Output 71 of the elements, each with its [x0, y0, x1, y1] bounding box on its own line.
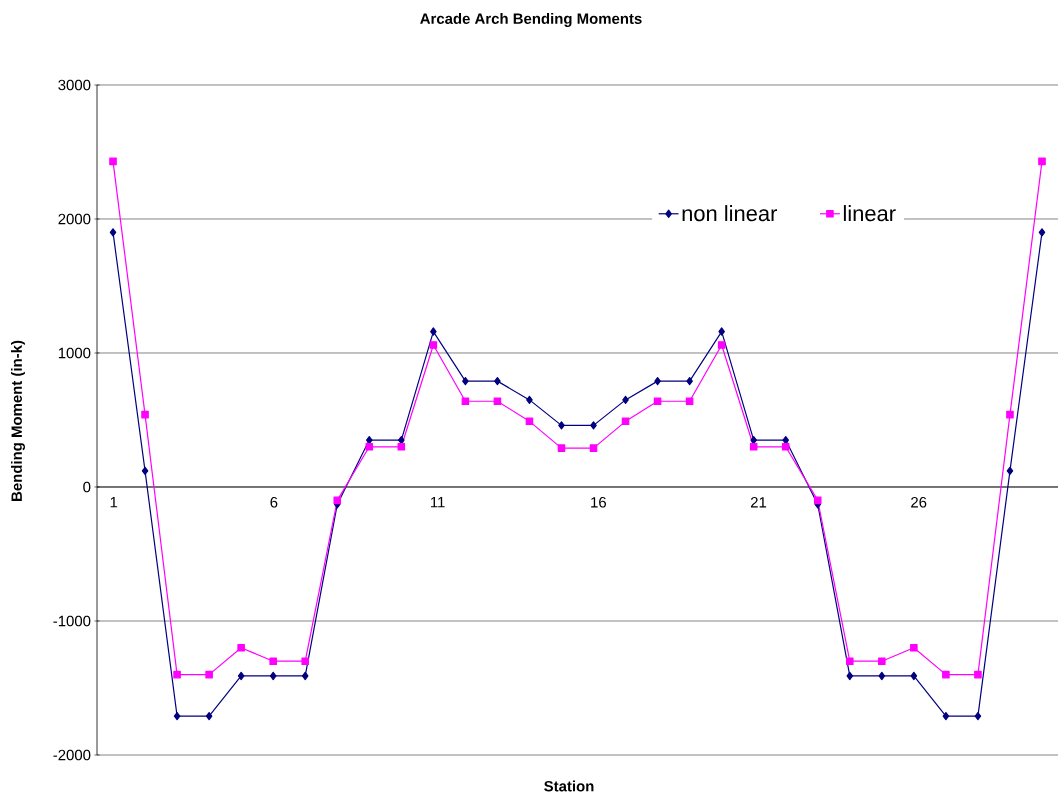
point — [589, 444, 598, 452]
legend-label: non linear — [682, 205, 778, 222]
point — [493, 397, 502, 406]
y-axis-title: Bending Moment (in-k) — [11, 340, 25, 501]
x-tick-label: 26 — [911, 497, 927, 508]
x-tick-label: 1 — [110, 497, 118, 508]
point — [461, 397, 470, 406]
point — [1006, 410, 1014, 419]
y-tick-label: -1000 — [53, 615, 91, 627]
point — [813, 496, 822, 505]
point — [558, 421, 565, 430]
point — [173, 711, 181, 721]
point — [237, 671, 245, 681]
point — [653, 397, 662, 406]
point — [846, 671, 854, 681]
point — [910, 671, 918, 681]
point — [141, 410, 149, 419]
point — [141, 466, 149, 476]
point — [1006, 466, 1014, 476]
point — [525, 417, 534, 426]
point — [397, 443, 406, 451]
point — [942, 670, 950, 679]
point — [910, 644, 918, 652]
point — [333, 496, 342, 505]
point — [878, 671, 886, 681]
point — [173, 670, 181, 679]
point — [974, 670, 982, 679]
point — [590, 421, 597, 430]
point — [269, 657, 277, 665]
point — [237, 644, 245, 652]
point — [557, 444, 566, 452]
point — [494, 376, 501, 386]
point — [685, 397, 694, 406]
x-axis-title: Station — [544, 780, 594, 792]
point — [205, 711, 213, 721]
point — [781, 443, 790, 451]
x-tick-label: 21 — [750, 497, 767, 508]
point — [429, 341, 438, 349]
point — [1038, 228, 1046, 237]
point — [462, 376, 469, 386]
point — [109, 157, 117, 166]
point — [526, 395, 533, 405]
y-tick-label: 0 — [83, 481, 91, 493]
point — [686, 376, 693, 386]
legend-label: linear — [843, 205, 896, 222]
y-tick-label: 3000 — [58, 79, 91, 91]
point — [430, 327, 437, 336]
point — [109, 228, 117, 237]
point — [1038, 157, 1046, 166]
x-tick-label: 6 — [270, 497, 278, 508]
point — [654, 376, 661, 386]
y-tick-label: -2000 — [53, 749, 91, 761]
point — [974, 711, 982, 721]
point — [301, 671, 309, 681]
x-tick-label: 11 — [431, 497, 445, 508]
chart-title: Arcade Arch Bending Moments — [420, 12, 642, 27]
point — [365, 443, 374, 451]
point — [622, 395, 629, 405]
point — [846, 657, 854, 665]
point — [942, 711, 950, 721]
point — [205, 670, 213, 679]
y-tick-label: 2000 — [58, 213, 91, 225]
point — [269, 671, 277, 681]
point — [621, 417, 630, 426]
point — [749, 443, 758, 451]
point — [301, 657, 310, 665]
x-tick-label: 16 — [591, 497, 607, 508]
point — [718, 327, 725, 336]
point — [717, 341, 726, 349]
point — [878, 657, 886, 665]
y-tick-label: 1000 — [58, 347, 91, 359]
